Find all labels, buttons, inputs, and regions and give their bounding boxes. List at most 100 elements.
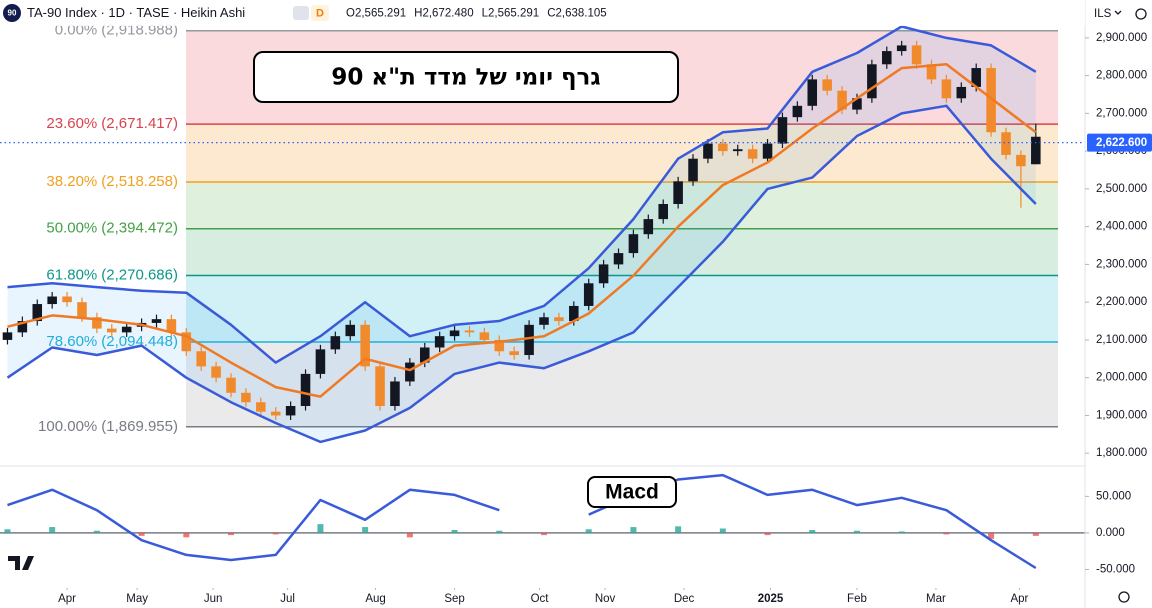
currency-dropdown[interactable] xyxy=(1114,10,1122,15)
x-tick-label: Feb xyxy=(847,593,867,605)
ohlc-values: O2,565.291 H2,672.480 L2,565.291 C2,638.105 xyxy=(346,8,607,20)
candle-body xyxy=(17,321,28,333)
fib-price: (2,394.472) xyxy=(101,220,178,237)
candle-body xyxy=(1031,136,1041,165)
x-tick-label: Apr xyxy=(1010,593,1028,605)
settings-icon[interactable] xyxy=(1135,8,1147,20)
candle-body xyxy=(747,149,758,159)
candle-body xyxy=(345,324,356,337)
histogram-bar xyxy=(630,527,637,533)
candle-body xyxy=(703,143,713,159)
overlay-lines xyxy=(0,25,1085,444)
histogram-bar xyxy=(183,532,190,538)
candle-body xyxy=(956,86,967,99)
histogram-bar xyxy=(272,532,279,535)
x-tick-label: Jul xyxy=(280,593,295,605)
candle-body xyxy=(732,149,743,152)
candle-body xyxy=(241,392,251,403)
y-tick-label: 2,200.000 xyxy=(1096,296,1147,308)
candle-body xyxy=(434,336,445,348)
fib-label: 61.80% (2,270.686) xyxy=(46,266,178,283)
toggle[interactable] xyxy=(293,6,309,20)
ohlc-value: 2,565.291 xyxy=(355,8,406,20)
candle-body xyxy=(867,64,877,99)
fib-price: (2,671.417) xyxy=(101,115,178,132)
y-tick-label: 2,100.000 xyxy=(1096,334,1147,346)
candle-body xyxy=(539,317,549,325)
fib-ratio: 100.00% xyxy=(38,418,97,435)
candle-body xyxy=(762,143,773,159)
candle-body xyxy=(882,51,892,65)
fib-ratio: 61.80% xyxy=(46,266,97,283)
macd-label-box xyxy=(587,476,677,508)
candle-body xyxy=(524,324,534,356)
fib-ratio: 23.60% xyxy=(46,115,97,132)
candle-body xyxy=(941,79,952,99)
settings-icon-bottom[interactable] xyxy=(1118,591,1130,603)
candle-body xyxy=(256,402,266,412)
candle-body xyxy=(613,253,624,265)
ohlc-value: 2,565.291 xyxy=(488,8,539,20)
candle-body xyxy=(107,328,117,333)
histogram-bar xyxy=(93,530,100,533)
candle-body xyxy=(300,373,311,407)
ohlc-key: H xyxy=(414,8,422,20)
candle-body xyxy=(911,45,922,65)
candle-body xyxy=(986,68,996,133)
x-tick-label: Sep xyxy=(444,593,464,605)
candle-body xyxy=(390,381,400,407)
logo[interactable] xyxy=(8,556,34,570)
fib-label: 50.00% (2,394.472) xyxy=(46,220,178,237)
candle-body xyxy=(852,98,862,110)
x-tick-label: Jun xyxy=(204,593,223,605)
y-tick-label: 2,300.000 xyxy=(1096,258,1147,270)
histogram-bar xyxy=(228,532,235,536)
histogram-bar xyxy=(675,526,682,533)
x-tick-label: Dec xyxy=(674,593,695,605)
currency[interactable]: ILS xyxy=(1094,8,1112,20)
overlay-line xyxy=(7,63,1037,398)
candle-body xyxy=(554,317,564,322)
histogram-bar xyxy=(496,530,503,533)
candle-body xyxy=(315,349,326,374)
fib-price: (1,869.955) xyxy=(101,418,178,435)
candle-body xyxy=(837,90,847,110)
fib-ratio: 50.00% xyxy=(46,220,97,237)
y-tick-label: -50.000 xyxy=(1096,564,1135,576)
overlay-line xyxy=(6,104,1037,444)
candle-body xyxy=(643,219,654,235)
candle-body xyxy=(32,304,43,322)
candle-body xyxy=(360,324,370,367)
candle-body xyxy=(971,68,981,87)
candle-body xyxy=(1016,154,1026,167)
x-tick-label: 2025 xyxy=(758,593,784,605)
delay-badge-text: D xyxy=(316,7,324,19)
annotation: גרף יומי של מדד ת"א 90 xyxy=(331,65,600,91)
candle-body xyxy=(449,330,460,337)
overlay-line xyxy=(7,25,1037,364)
histogram-bar xyxy=(317,524,324,533)
candle-body xyxy=(464,330,475,333)
candle-body xyxy=(673,181,683,204)
histogram-bar xyxy=(4,529,11,533)
candle-body xyxy=(509,351,519,356)
histogram-bar xyxy=(585,529,592,533)
fib-ratio: 38.20% xyxy=(46,173,97,190)
y-tick-label: 0.000 xyxy=(1096,527,1125,539)
fib-label: 23.60% (2,671.417) xyxy=(46,115,178,132)
y-tick-label: 2,000.000 xyxy=(1096,372,1147,384)
symbol-badge xyxy=(3,4,21,22)
ohlc-key: C xyxy=(547,8,555,20)
candle-body xyxy=(151,319,162,323)
candle-body xyxy=(598,264,609,284)
fib-label: 100.00% (1,869.955) xyxy=(38,418,178,435)
histogram-bar xyxy=(764,532,771,536)
histogram-bar xyxy=(809,530,816,533)
fib-price: (2,270.686) xyxy=(101,266,178,283)
histogram-bar xyxy=(451,530,458,533)
y-tick-label: 1,900.000 xyxy=(1096,409,1147,421)
histogram-bar xyxy=(898,531,905,533)
